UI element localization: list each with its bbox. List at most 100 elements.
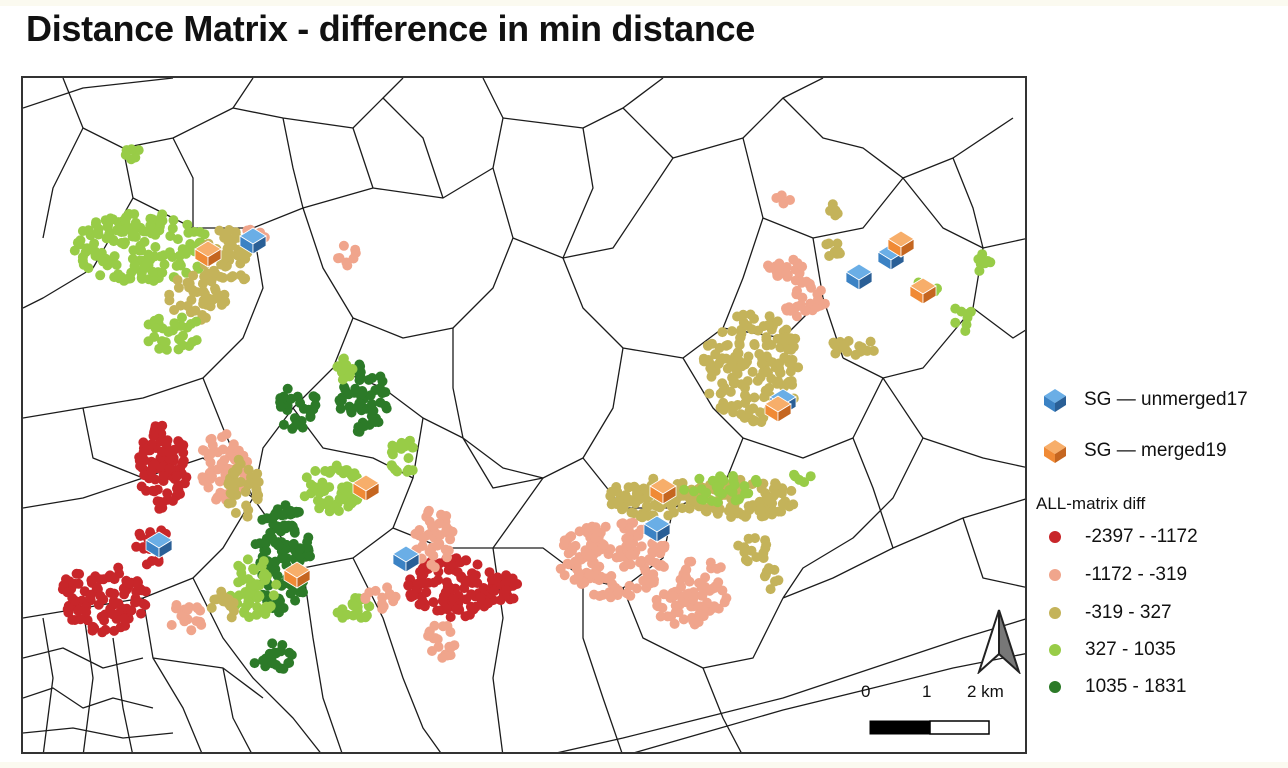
boundary-line [742,117,1014,239]
distance-point [700,572,711,583]
distance-point [648,473,659,484]
legend-label-unmerged: SG — unmerged17 [1084,389,1248,410]
boundary-line [972,247,1025,339]
distance-point [715,402,726,413]
distance-point [784,302,795,313]
orange-cube-icon [1042,438,1068,464]
distance-point [187,337,198,347]
distance-point [440,544,451,555]
distance-point [251,484,262,495]
coastline [557,618,1025,752]
distance-point [408,590,419,601]
distance-point [418,533,429,544]
distance-point [717,488,727,499]
distance-point [645,578,656,589]
distance-point [570,556,581,567]
map-frame[interactable]: 0 1 2 km [21,76,1027,754]
distance-point [760,385,771,396]
distance-point [214,225,225,236]
distance-point [203,482,214,493]
distance-point [308,391,319,402]
distance-point [350,244,361,255]
distance-point [662,611,673,622]
distance-point [341,360,352,370]
distance-point [797,261,808,272]
distance-point [268,590,279,601]
distance-point [301,472,312,483]
distance-point [381,403,392,414]
distance-point [752,375,763,386]
scale-bar: 0 1 2 km [843,682,1023,752]
distance-point [166,620,177,630]
distance-point [152,484,163,495]
distance-point [421,587,432,598]
distance-point [207,440,218,451]
distance-point [625,590,636,601]
distance-point [111,598,122,609]
distance-point [240,486,251,497]
distance-point [717,327,728,338]
distance-point [243,574,254,585]
distance-point [148,275,159,286]
distance-point [109,588,120,599]
distance-point [734,338,745,349]
distance-point [670,600,681,611]
distance-point [489,586,500,597]
distance-point [743,533,754,544]
distance-point [747,366,758,377]
distance-point [785,333,796,344]
distance-point [276,510,287,521]
site-unmerged-marker [845,263,873,291]
distance-point [97,627,108,638]
distance-point [801,276,812,287]
map-canvas[interactable] [23,78,1027,754]
boundary-line [462,437,544,489]
distance-point [136,608,146,619]
distance-point [745,309,756,320]
distance-point [299,491,310,502]
boundary-line [222,667,252,752]
legend-class-item: -319 - 327 [1036,599,1172,627]
distance-point [736,379,747,390]
legend-swatch [1049,681,1061,693]
distance-point [197,445,208,456]
distance-point [241,500,252,511]
distance-point [139,236,150,247]
boundary-line [82,607,94,752]
distance-point [761,566,772,577]
distance-point [763,319,774,330]
distance-point [765,584,776,595]
distance-point [773,376,784,387]
boundary-line [842,307,974,379]
distance-point [677,503,688,514]
boundary-line [952,157,984,249]
distance-point [770,488,781,499]
distance-point [73,605,84,616]
distance-point [950,317,961,328]
distance-point [348,253,359,264]
distance-point [172,471,182,481]
distance-point [97,256,108,267]
distance-point [464,609,475,620]
distance-point [122,273,133,284]
distance-point [648,569,659,580]
distance-point [483,598,494,609]
distance-point [129,260,140,271]
distance-point [207,471,217,482]
distance-point [111,259,122,270]
distance-point [763,367,773,378]
distance-point [150,474,161,485]
boundary-line [512,157,674,259]
distance-point [141,559,152,570]
distance-point [772,270,783,281]
distance-point [613,496,624,507]
distance-point [184,278,195,289]
distance-point [396,443,407,454]
distance-point [233,577,244,588]
distance-point [749,339,760,349]
distance-point [470,601,481,612]
distance-point [157,420,168,431]
distance-point [693,601,703,612]
boundary-line [562,127,594,259]
distance-point [227,271,238,282]
